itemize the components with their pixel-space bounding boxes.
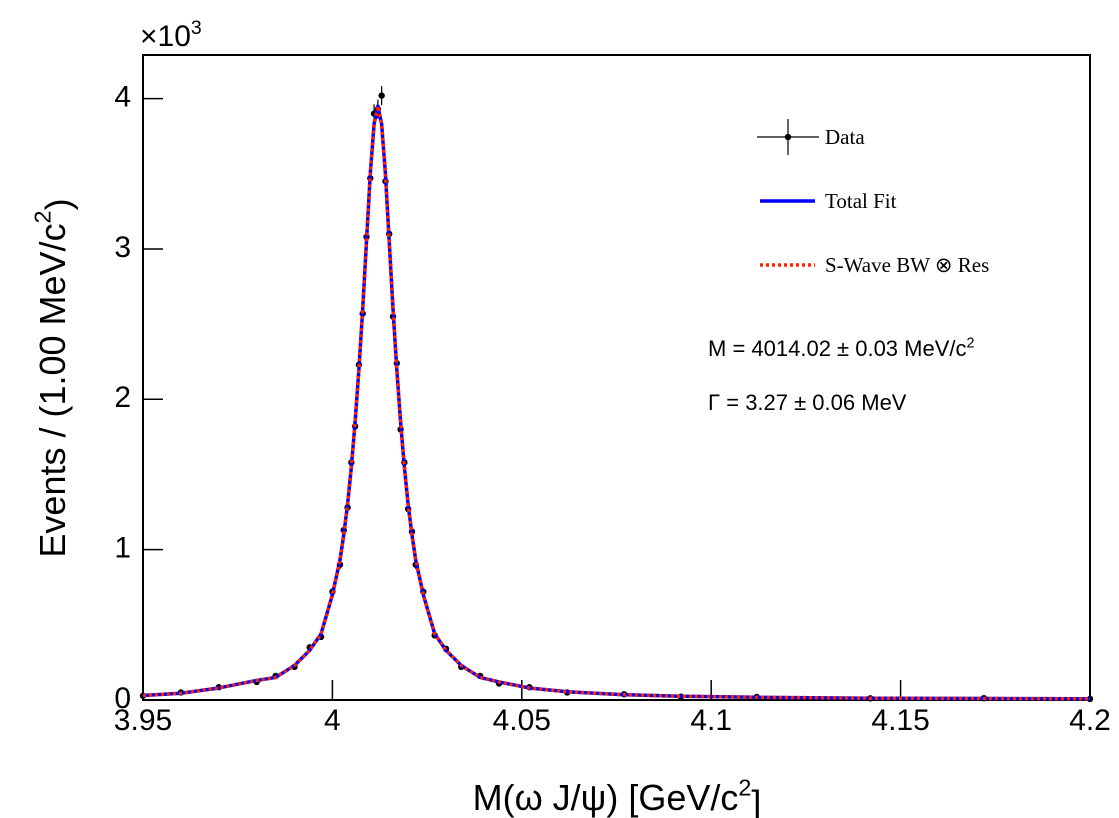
legend-label: S-Wave BW ⊗ Res [825, 253, 989, 277]
x-tick-label: 4.1 [690, 704, 732, 737]
text-part: ) [37, 198, 78, 210]
text-part: ] [751, 782, 761, 818]
x-axis-title: M(ω J/ψ) [GeV/c2] [473, 775, 762, 818]
x-tick-label: 4.05 [493, 704, 551, 737]
plot-frame [142, 54, 1091, 701]
y-axis-title: Events / (1.00 MeV/c2) [30, 198, 79, 557]
x-tick-label: 4 [324, 704, 341, 737]
annotation: Γ = 3.27 ± 0.06 MeV [708, 390, 907, 415]
fit-curve [142, 104, 1091, 701]
y-tick-label: 4 [114, 81, 131, 114]
y-tick-label: 1 [114, 532, 131, 565]
y-tick-label: 2 [114, 381, 131, 414]
y-tick-label: 0 [114, 682, 131, 715]
legend-label: Total Fit [825, 189, 897, 213]
legend-label: Data [825, 125, 865, 149]
data-point [378, 92, 385, 99]
text-part: M = 4014.02 ± 0.03 MeV/c [708, 336, 967, 361]
y-tick-label: 3 [114, 231, 131, 264]
text-part: Events / (1.00 MeV/c [32, 223, 73, 557]
superscript: 2 [738, 775, 751, 801]
x-tick-label: 4.15 [871, 704, 929, 737]
text-part: Γ = 3.27 ± 0.06 MeV [708, 390, 907, 415]
legend-marker [784, 133, 792, 141]
superscript: 2 [967, 335, 975, 351]
annotation: M = 4014.02 ± 0.03 MeV/c2 [708, 335, 975, 360]
superscript: 3 [191, 17, 202, 39]
text-part: M(ω J/ψ) [GeV/c [473, 777, 739, 818]
x-tick-label: 3.95 [114, 704, 172, 737]
fit-curve [142, 104, 1091, 701]
text-part: ×10 [140, 20, 191, 53]
superscript: 2 [30, 210, 56, 223]
y-multiplier: ×103 [140, 17, 202, 53]
x-tick-label: 4.2 [1069, 704, 1111, 737]
